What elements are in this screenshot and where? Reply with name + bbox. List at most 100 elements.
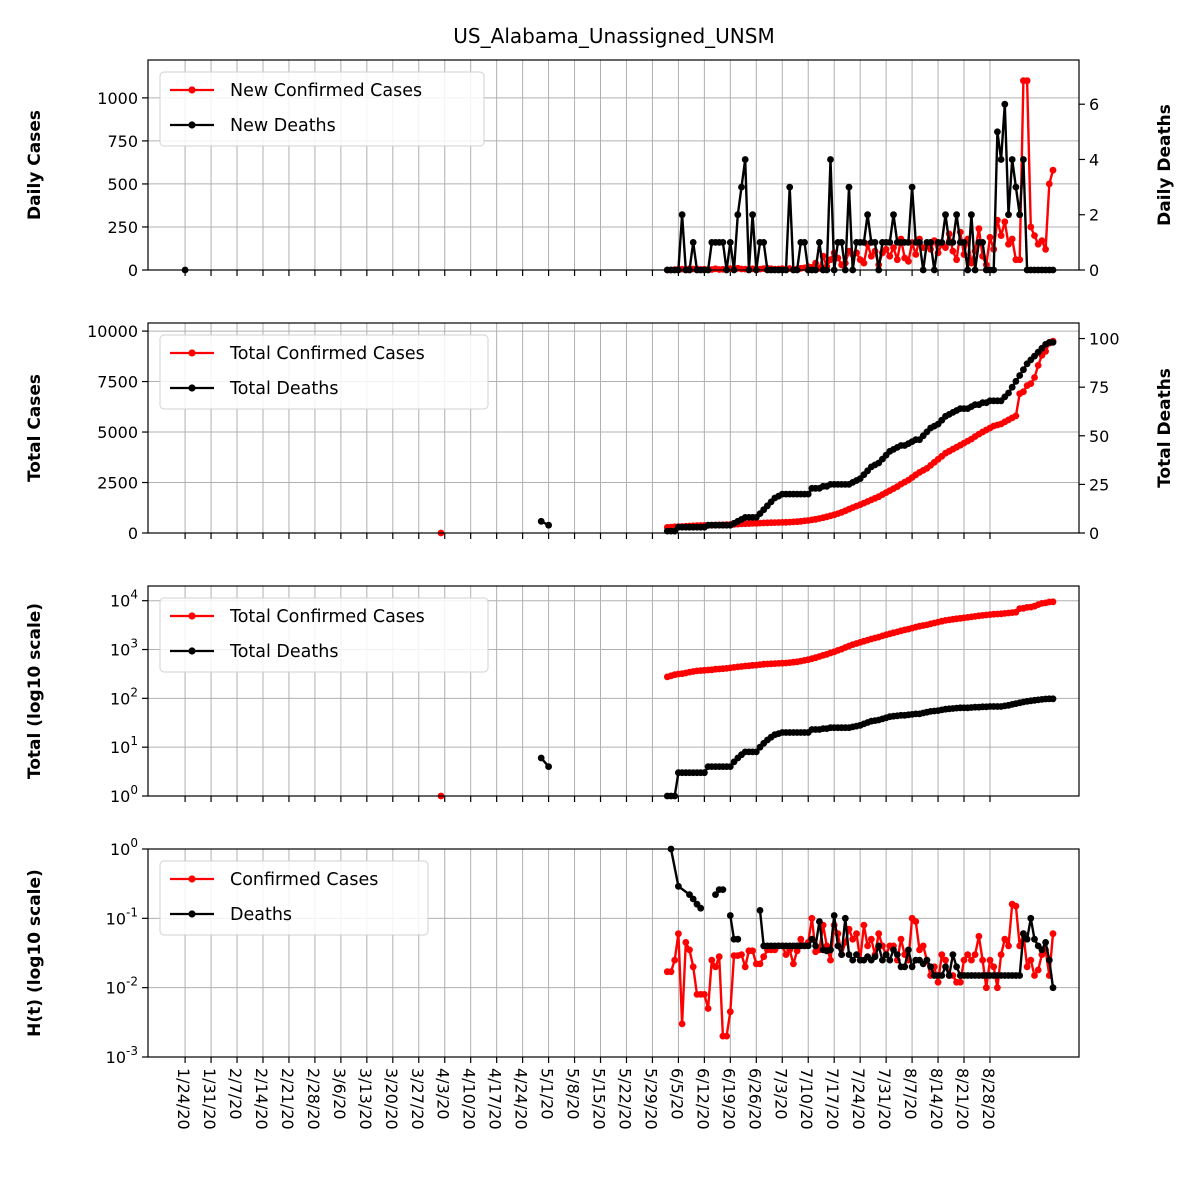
x-tick-label: 6/26/20: [745, 1068, 764, 1130]
data-point: [715, 953, 723, 961]
x-tick-label: 3/27/20: [408, 1068, 427, 1130]
y-tick-label: 0: [128, 261, 138, 280]
data-point: [975, 225, 983, 233]
data-point: [1038, 946, 1046, 954]
legend-total-confirmed: Total Confirmed Cases: [229, 344, 425, 364]
data-point: [853, 930, 860, 938]
data-point: [760, 953, 768, 961]
data-point: [912, 251, 920, 258]
exponent: -3: [126, 1044, 138, 1058]
data-point: [1020, 366, 1027, 374]
data-point: [782, 951, 790, 958]
data-point: [1034, 362, 1042, 369]
data-point: [827, 156, 834, 163]
data-point: [979, 956, 986, 964]
data-point: [860, 239, 868, 246]
total-frame: [147, 322, 1080, 534]
y-tick-label: 10000: [87, 322, 138, 341]
data-point: [712, 963, 719, 971]
data-point: [949, 951, 957, 958]
data-point: [886, 252, 894, 260]
data-point: [860, 259, 868, 267]
data-point: [697, 904, 705, 912]
y-tick-label: 7500: [97, 373, 138, 392]
data-point: [1001, 100, 1009, 108]
data-point: [719, 886, 727, 893]
data-point: [1001, 935, 1009, 943]
h-frame: [147, 848, 1080, 1058]
data-point: [1038, 951, 1046, 958]
daily-right-label: Daily Deaths: [1155, 104, 1175, 226]
series-line: [729, 915, 738, 941]
data-point: [905, 946, 912, 954]
data-point: [801, 239, 808, 246]
data-point: [1005, 942, 1012, 950]
data-point: [726, 912, 734, 919]
data-point: [849, 956, 857, 964]
data-point: [890, 244, 897, 252]
data-point: [916, 239, 923, 246]
data-point: [942, 963, 949, 971]
data-point: [893, 951, 901, 958]
data-point: [1012, 183, 1020, 191]
exponent: 1: [130, 734, 138, 748]
chart-title: US_Alabama_Unassigned_UNSM: [453, 24, 774, 48]
data-point: [982, 984, 990, 992]
x-tick-label: 2/21/20: [278, 1068, 297, 1130]
data-point: [1020, 156, 1027, 163]
data-point: [827, 946, 834, 954]
data-point: [689, 895, 697, 903]
data-point: [875, 942, 883, 950]
x-tick-label: 3/13/20: [356, 1068, 375, 1130]
data-point: [1023, 963, 1031, 971]
h-left-label: H(t) (log10 scale): [25, 869, 45, 1037]
exponent: 0: [130, 783, 138, 797]
y-tick-label: 10-2: [106, 975, 138, 998]
data-point: [1045, 180, 1053, 188]
data-point: [749, 947, 756, 955]
daily-legend: New Confirmed Cases New Deaths: [159, 71, 485, 147]
data-point: [1027, 223, 1035, 231]
x-tick-label: 5/29/20: [641, 1068, 660, 1130]
data-point: [1049, 598, 1057, 606]
data-point: [942, 211, 949, 219]
data-point: [1020, 388, 1027, 396]
data-point: [927, 239, 934, 246]
x-tick-label: 5/1/20: [538, 1068, 557, 1120]
y-tick-label: 1000: [97, 89, 138, 108]
x-tick-label: 2/14/20: [252, 1068, 271, 1130]
y-tick-label: 750: [107, 132, 138, 151]
data-point: [986, 956, 994, 964]
x-tick-label: 7/17/20: [823, 1068, 842, 1130]
data-point: [678, 211, 686, 219]
data-point: [853, 951, 860, 958]
data-point: [734, 211, 742, 219]
data-point: [1042, 939, 1049, 946]
x-tick-label: 4/24/20: [512, 1068, 531, 1130]
y2-tick-label: 50: [1089, 427, 1109, 446]
data-point: [689, 239, 697, 246]
data-point: [994, 984, 1001, 992]
data-point: [675, 930, 682, 938]
x-tick-label: 7/3/20: [771, 1068, 790, 1120]
data-point: [1034, 966, 1042, 974]
data-point: [886, 956, 894, 964]
data-point: [675, 882, 682, 890]
data-point: [960, 239, 968, 246]
data-point: [1031, 935, 1038, 943]
data-point: [990, 963, 998, 971]
data-point: [1049, 695, 1057, 703]
data-point: [890, 946, 897, 954]
daily-left-label: Daily Cases: [25, 110, 45, 220]
data-point: [726, 1008, 734, 1016]
y-tick-label: 500: [107, 175, 138, 194]
x-tick-label: 5/15/20: [590, 1068, 609, 1130]
data-point: [738, 183, 745, 191]
x-tick-label: 7/10/20: [797, 1068, 816, 1130]
data-point: [886, 239, 894, 246]
data-point: [953, 211, 960, 219]
data-point: [1031, 232, 1038, 240]
log-series: [437, 598, 1057, 800]
data-point: [738, 951, 745, 958]
total-panel: 0 2500 5000 7500 10000 0 25 50 75 100 Total Case…: [25, 322, 1175, 543]
